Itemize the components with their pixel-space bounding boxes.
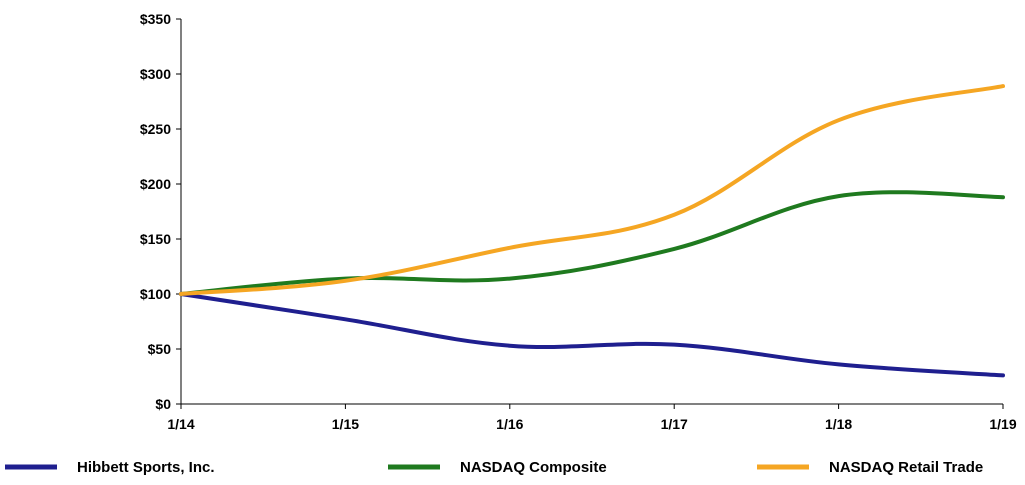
y-tick-label: $250 (140, 121, 171, 137)
y-tick-label: $350 (140, 11, 171, 27)
axes: $0 $50 $100 $150 $200 $250 $300 $350 1/14 1/15 1/1… (140, 11, 1017, 432)
legend-item-nasdaq-composite: NASDAQ Composite (388, 459, 607, 476)
series-line-nasdaq-retail-trade (179, 84, 1005, 296)
series-line-nasdaq-composite (179, 190, 1005, 296)
x-tick-label: 1/15 (332, 416, 359, 432)
y-tick-label: $200 (140, 176, 171, 192)
y-tick-label: $150 (140, 231, 171, 247)
legend-item-nasdaq-retail-trade: NASDAQ Retail Trade (757, 459, 983, 476)
y-tick-label: $50 (148, 341, 172, 357)
legend-label: NASDAQ Composite (460, 459, 607, 476)
legend: Hibbett Sports, Inc. NASDAQ Composite NASD… (5, 459, 983, 476)
x-tick-label: 1/14 (167, 416, 194, 432)
series-line-hibbett-sports-inc (179, 292, 1005, 378)
legend-label: Hibbett Sports, Inc. (77, 459, 215, 476)
x-tick-label: 1/17 (661, 416, 688, 432)
x-tick-label: 1/16 (496, 416, 523, 432)
series-lines (179, 84, 1005, 378)
x-tick-label: 1/19 (989, 416, 1016, 432)
y-tick-label: $0 (155, 396, 171, 412)
y-tick-label: $300 (140, 66, 171, 82)
legend-label: NASDAQ Retail Trade (829, 459, 983, 476)
x-tick-label: 1/18 (825, 416, 852, 432)
legend-item-hibbett-sports-inc: Hibbett Sports, Inc. (5, 459, 215, 476)
y-tick-label: $100 (140, 286, 171, 302)
